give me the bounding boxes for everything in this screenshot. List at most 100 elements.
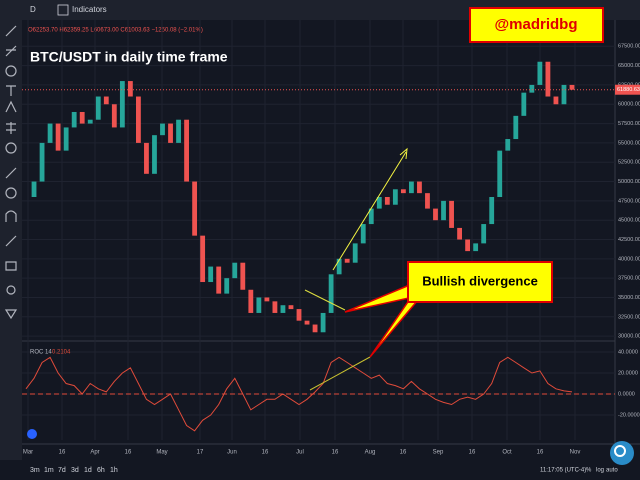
candle-body bbox=[320, 312, 326, 333]
x-tick-label: 16 bbox=[332, 450, 339, 456]
candle-body bbox=[144, 142, 149, 174]
candle-body bbox=[248, 289, 254, 313]
candle-body bbox=[95, 96, 101, 120]
range-button[interactable]: 3d bbox=[71, 467, 79, 474]
tool-icon[interactable] bbox=[4, 309, 18, 320]
candle-body bbox=[521, 92, 527, 116]
candle-body bbox=[545, 61, 551, 97]
tool-icon[interactable] bbox=[5, 210, 17, 222]
candle-body bbox=[103, 96, 109, 105]
y-tick-label: 60000.00 bbox=[618, 102, 640, 108]
x-tick-label: Jun bbox=[227, 450, 237, 456]
range-button[interactable]: 1h bbox=[110, 467, 118, 474]
y-tick-label: 47500.00 bbox=[618, 198, 640, 204]
x-tick-label: Apr bbox=[90, 450, 99, 456]
tool-icon[interactable] bbox=[5, 142, 17, 154]
y-tick-label: 40000.00 bbox=[618, 256, 640, 262]
scale-option[interactable]: % bbox=[586, 468, 592, 474]
candle-body bbox=[280, 305, 286, 313]
range-button[interactable]: 3m bbox=[30, 467, 40, 474]
candle-body bbox=[497, 150, 503, 198]
candle-body bbox=[481, 224, 487, 244]
candle-body bbox=[465, 239, 471, 252]
tool-icon[interactable] bbox=[5, 100, 17, 113]
candle-body bbox=[368, 208, 374, 225]
tool-icon[interactable] bbox=[5, 167, 17, 179]
candle-body bbox=[296, 309, 302, 321]
candle-body bbox=[192, 181, 198, 236]
x-tick-label: 16 bbox=[125, 450, 132, 456]
tool-icon[interactable] bbox=[5, 65, 17, 77]
candle-body bbox=[409, 181, 414, 194]
tool-icon[interactable] bbox=[6, 122, 16, 134]
search-icon bbox=[614, 445, 626, 457]
tool-icon[interactable] bbox=[5, 235, 17, 247]
clock: 11:17:05 (UTC-4) bbox=[540, 468, 586, 474]
candle-body bbox=[457, 227, 462, 240]
candle-body bbox=[55, 123, 61, 151]
roc-divergence-line bbox=[309, 356, 371, 391]
range-button[interactable]: 7d bbox=[58, 467, 66, 474]
y-tick-label: 52500.00 bbox=[618, 160, 640, 166]
candle-body bbox=[489, 197, 495, 225]
y-tick-label: 35000.00 bbox=[618, 295, 640, 301]
y-tick-label: 57500.00 bbox=[618, 121, 640, 127]
indicators-icon bbox=[57, 4, 69, 16]
last-price-tag bbox=[615, 84, 640, 95]
y-tick-label: 50000.00 bbox=[618, 179, 640, 185]
x-tick-label: Mar bbox=[23, 450, 33, 456]
range-button[interactable]: 6h bbox=[97, 467, 105, 474]
roc-last: 0.2104 bbox=[52, 350, 71, 356]
last-price-label: 61880.63 bbox=[617, 87, 640, 93]
candle-body bbox=[336, 258, 342, 275]
x-tick-label: May bbox=[156, 450, 167, 456]
candle-body bbox=[31, 181, 37, 198]
tool-icon[interactable] bbox=[5, 187, 17, 199]
y-tick-label: 40.0000 bbox=[618, 349, 638, 355]
ohlc: O62253.70 H62359.25 L60673.00 C61003.63 … bbox=[28, 28, 203, 34]
marks: 61880.63 bbox=[22, 61, 640, 432]
y-tick-label: 67500.00 bbox=[618, 44, 640, 50]
candle-body bbox=[529, 84, 535, 93]
y-tick-label: 42500.00 bbox=[618, 237, 640, 243]
candle-body bbox=[47, 123, 53, 143]
candle-body bbox=[111, 104, 117, 128]
y-tick-label: -20.0000 bbox=[618, 412, 640, 418]
search-button[interactable] bbox=[610, 441, 634, 465]
interval[interactable]: D bbox=[30, 5, 36, 14]
candle-body bbox=[71, 111, 77, 128]
range-button[interactable]: 1d bbox=[84, 467, 92, 474]
x-tick-label: Nov bbox=[570, 450, 581, 456]
candle-body bbox=[360, 224, 366, 244]
candle-body bbox=[208, 266, 214, 283]
scale-option[interactable]: auto bbox=[606, 468, 618, 474]
roc-line bbox=[25, 356, 573, 432]
candle-body bbox=[384, 197, 390, 205]
candle-body bbox=[168, 123, 173, 143]
candle-body bbox=[127, 81, 133, 97]
indicators[interactable]: Indicators bbox=[72, 5, 107, 14]
scale-icon[interactable] bbox=[27, 429, 37, 439]
candle-body bbox=[79, 111, 85, 124]
candle-body bbox=[272, 301, 278, 313]
x-tick-label: Sep bbox=[433, 450, 444, 456]
tool-icon[interactable] bbox=[5, 25, 17, 37]
x-tick-label: 16 bbox=[59, 450, 66, 456]
tool-icon[interactable] bbox=[5, 45, 17, 57]
scale-option[interactable]: log bbox=[596, 468, 604, 474]
candle-body bbox=[184, 119, 189, 182]
candle-body bbox=[425, 193, 430, 209]
x-tick-label: 16 bbox=[262, 450, 269, 456]
candle-body bbox=[87, 119, 93, 124]
candle-body bbox=[216, 266, 222, 294]
divergence-line bbox=[304, 289, 346, 311]
range-button[interactable]: 1m bbox=[44, 467, 54, 474]
tool-icon[interactable] bbox=[5, 261, 17, 271]
y-tick-label: 37500.00 bbox=[618, 276, 640, 282]
y-tick-label: 20.0000 bbox=[618, 370, 638, 376]
tool-icon[interactable] bbox=[6, 85, 16, 96]
candle-body bbox=[569, 84, 575, 90]
trend-arrow bbox=[332, 151, 407, 271]
tool-icon[interactable] bbox=[6, 285, 16, 295]
